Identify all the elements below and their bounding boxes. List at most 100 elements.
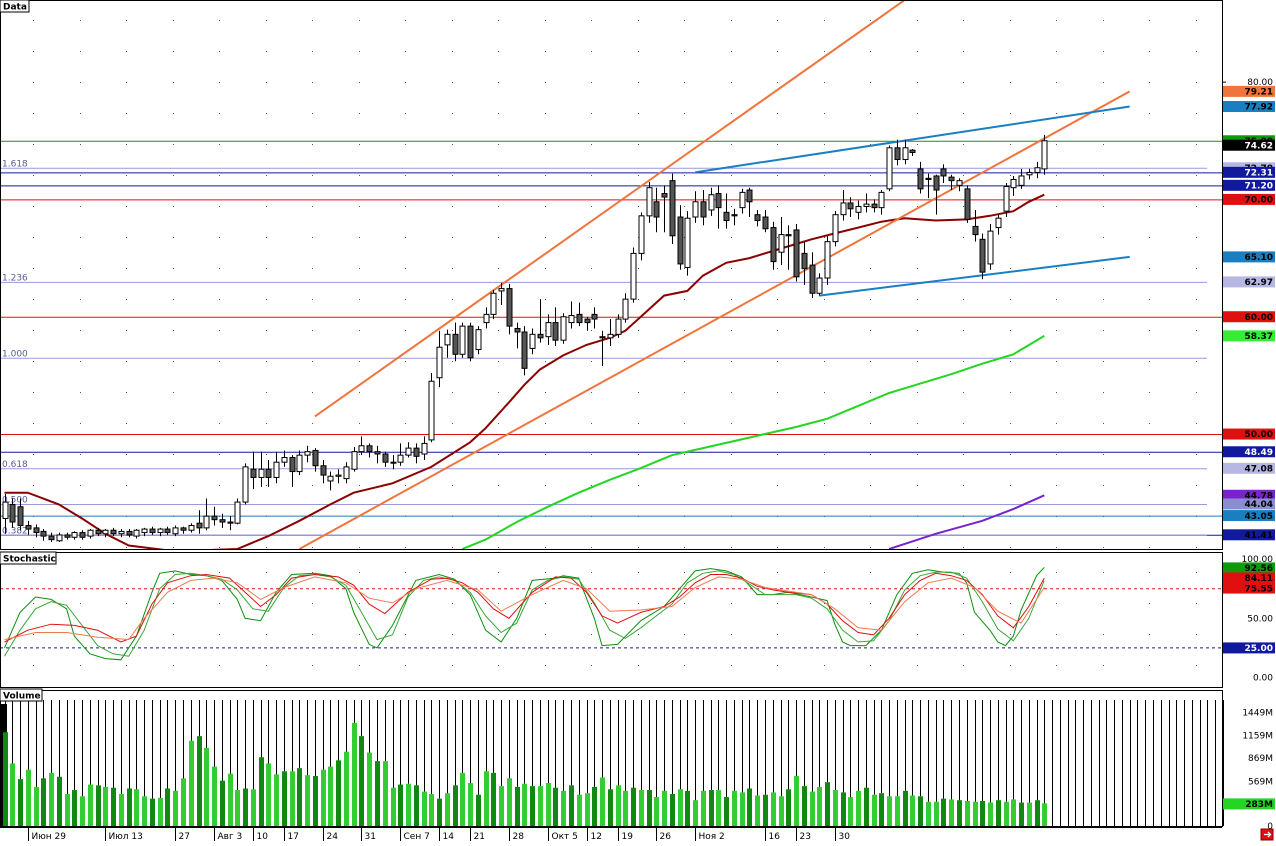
candle[interactable] <box>863 193 870 213</box>
candle[interactable] <box>576 302 583 327</box>
candle[interactable] <box>933 174 940 215</box>
volume-bar[interactable] <box>515 786 520 826</box>
candle[interactable] <box>180 526 187 534</box>
volume-bar[interactable] <box>88 784 93 826</box>
candle[interactable] <box>17 498 24 531</box>
volume-bar[interactable] <box>1042 803 1047 826</box>
volume-bar[interactable] <box>553 787 558 826</box>
volume-bar[interactable] <box>328 766 333 826</box>
volume-bar[interactable] <box>173 790 178 826</box>
volume-bar[interactable] <box>685 790 690 826</box>
volume-bar[interactable] <box>965 800 970 826</box>
candle[interactable] <box>273 451 280 484</box>
volume-bar[interactable] <box>158 797 163 826</box>
volume-bar[interactable] <box>779 796 784 826</box>
volume-bar[interactable] <box>716 790 721 826</box>
candle[interactable] <box>622 293 629 323</box>
candle[interactable] <box>421 436 428 460</box>
volume-bar[interactable] <box>313 775 318 826</box>
candle[interactable] <box>847 197 854 218</box>
candle[interactable] <box>71 531 78 540</box>
candle[interactable] <box>133 529 140 539</box>
candle[interactable] <box>296 450 303 476</box>
candle[interactable] <box>444 329 451 358</box>
volume-bar[interactable] <box>476 794 481 826</box>
volume-bar[interactable] <box>810 791 815 826</box>
volume-bar[interactable] <box>119 793 124 826</box>
volume-bar[interactable] <box>724 797 729 826</box>
candle[interactable] <box>405 442 412 458</box>
candle[interactable] <box>917 161 924 194</box>
candle[interactable] <box>529 328 536 355</box>
candle[interactable] <box>940 164 947 183</box>
candle[interactable] <box>1034 161 1041 179</box>
candle[interactable] <box>995 214 1002 235</box>
candle[interactable] <box>172 525 179 537</box>
volume-bar[interactable] <box>592 786 597 826</box>
candle[interactable] <box>568 301 575 329</box>
candle[interactable] <box>653 187 660 233</box>
volume-bar[interactable] <box>949 799 954 826</box>
candle[interactable] <box>715 185 722 229</box>
volume-bar[interactable] <box>375 761 380 826</box>
candle[interactable] <box>203 498 210 531</box>
candle[interactable] <box>452 322 459 362</box>
volume-bar[interactable] <box>290 771 295 826</box>
volume-bar[interactable] <box>941 798 946 826</box>
candle[interactable] <box>909 148 916 157</box>
volume-bar[interactable] <box>359 736 364 826</box>
candle[interactable] <box>692 191 699 223</box>
volume-bar[interactable] <box>522 783 527 826</box>
volume-bar[interactable] <box>274 774 279 826</box>
candle[interactable] <box>498 282 505 305</box>
volume-bar[interactable] <box>1027 802 1032 826</box>
volume-bar[interactable] <box>802 786 807 826</box>
candle[interactable] <box>514 322 521 349</box>
candle[interactable] <box>211 506 218 526</box>
candle[interactable] <box>304 445 311 463</box>
candle[interactable] <box>281 450 288 467</box>
volume-bar[interactable] <box>670 793 675 826</box>
candle[interactable] <box>762 209 769 233</box>
candle[interactable] <box>258 451 265 487</box>
candle[interactable] <box>560 313 567 344</box>
volume-bar[interactable] <box>41 778 46 826</box>
candle[interactable] <box>250 451 257 490</box>
candle[interactable] <box>1018 168 1025 189</box>
volume-bar[interactable] <box>530 786 535 826</box>
volume-bar[interactable] <box>879 793 884 826</box>
candle[interactable] <box>894 139 901 166</box>
volume-bar[interactable] <box>833 790 838 826</box>
volume-bar[interactable] <box>934 801 939 826</box>
candle[interactable] <box>840 190 847 221</box>
volume-bar[interactable] <box>1019 802 1024 826</box>
volume-bar[interactable] <box>872 794 877 826</box>
volume-bar[interactable] <box>841 792 846 826</box>
candle[interactable] <box>118 529 125 538</box>
candle[interactable] <box>793 224 800 282</box>
candle[interactable] <box>312 448 319 472</box>
candle[interactable] <box>778 217 785 266</box>
volume-bar[interactable] <box>445 793 450 826</box>
volume-bar[interactable] <box>243 788 248 826</box>
volume-bar[interactable] <box>65 793 70 826</box>
candle[interactable] <box>483 307 490 329</box>
volume-bar[interactable] <box>771 792 776 826</box>
volume-bar[interactable] <box>895 796 900 826</box>
candle[interactable] <box>126 529 133 538</box>
volume-bar[interactable] <box>165 788 170 826</box>
candle[interactable] <box>141 527 148 537</box>
candle[interactable] <box>48 532 55 542</box>
candle[interactable] <box>265 459 272 487</box>
candle[interactable] <box>428 373 435 443</box>
volume-bar[interactable] <box>189 740 194 826</box>
volume-bar[interactable] <box>453 785 458 826</box>
candle[interactable] <box>320 459 327 484</box>
price-panel[interactable]: 1.618 1.236 1.000 0.618 0.500 0.382 80.0079.21… <box>0 0 1275 551</box>
volume-bar[interactable] <box>1035 800 1040 826</box>
volume-bar[interactable] <box>72 790 77 826</box>
candle[interactable] <box>149 526 156 535</box>
volume-bar[interactable] <box>848 797 853 826</box>
volume-bar[interactable] <box>926 801 931 826</box>
